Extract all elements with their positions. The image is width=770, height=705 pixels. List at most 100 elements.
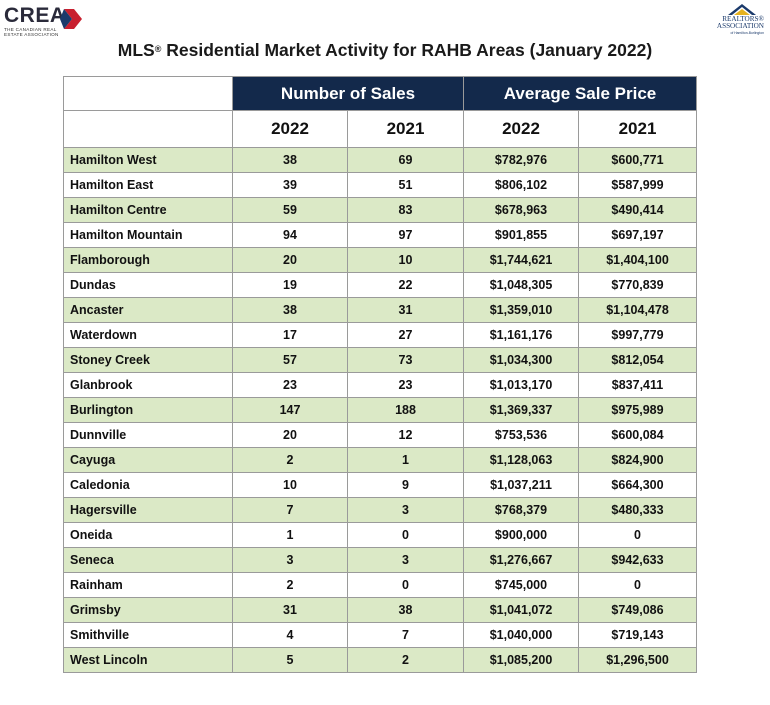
sales-2022-cell: 20 — [232, 247, 348, 273]
table-row: Cayuga 2 1 $1,128,063 $824,900 — [63, 447, 697, 473]
table-row: Hamilton West 38 69 $782,976 $600,771 — [63, 147, 697, 173]
area-cell: Hamilton West — [63, 147, 233, 173]
price-2021-cell: $719,143 — [578, 622, 697, 648]
price-2022-cell: $782,976 — [463, 147, 579, 173]
price-2022-cell: $745,000 — [463, 572, 579, 598]
sales-2022-cell: 57 — [232, 347, 348, 373]
title-mls: MLS — [117, 40, 155, 60]
price-2022-cell: $1,359,010 — [463, 297, 579, 323]
price-2021-cell: $1,296,500 — [578, 647, 697, 673]
realtors-subtitle: of Hamilton-Burlington — [730, 30, 764, 35]
table-row: Grimsby 31 38 $1,041,072 $749,086 — [63, 597, 697, 623]
price-2021-cell: $1,404,100 — [578, 247, 697, 273]
table-body: Hamilton West 38 69 $782,976 $600,771 Hamilto… — [63, 147, 697, 673]
sales-2021-cell: 1 — [347, 447, 464, 473]
header-average-sale-price: Average Sale Price — [463, 76, 697, 111]
sales-2022-cell: 38 — [232, 297, 348, 323]
header-year-price-2022: 2022 — [463, 110, 579, 148]
area-cell: Seneca — [63, 547, 233, 573]
price-2021-cell: $942,633 — [578, 547, 697, 573]
sales-2021-cell: 31 — [347, 297, 464, 323]
price-2021-cell: $812,054 — [578, 347, 697, 373]
table-row: Ancaster 38 31 $1,359,010 $1,104,478 — [63, 297, 697, 323]
area-cell: Oneida — [63, 522, 233, 548]
sales-2021-cell: 3 — [347, 547, 464, 573]
sales-2021-cell: 7 — [347, 622, 464, 648]
market-activity-table: Number of Sales Average Sale Price 2022 … — [63, 76, 697, 673]
header-year-price-2021: 2021 — [578, 110, 697, 148]
price-2021-cell: $600,084 — [578, 422, 697, 448]
area-cell: Glanbrook — [63, 372, 233, 398]
sales-2021-cell: 188 — [347, 397, 464, 423]
price-2022-cell: $1,041,072 — [463, 597, 579, 623]
sales-2022-cell: 4 — [232, 622, 348, 648]
crea-logo: CREA THE CANADIAN REAL ESTATE ASSOCIATIO… — [4, 4, 94, 38]
price-2021-cell: $490,414 — [578, 197, 697, 223]
area-cell: Waterdown — [63, 322, 233, 348]
sales-2021-cell: 51 — [347, 172, 464, 198]
sales-2022-cell: 31 — [232, 597, 348, 623]
price-2022-cell: $1,085,200 — [463, 647, 579, 673]
area-cell: Flamborough — [63, 247, 233, 273]
table-row: Dunnville 20 12 $753,536 $600,084 — [63, 422, 697, 448]
price-2022-cell: $1,048,305 — [463, 272, 579, 298]
realtors-association-logo: REALTORS® ASSOCIATION of Hamilton-Burlin… — [702, 2, 764, 40]
title-text: Residential Market Activity for RAHB Are… — [161, 40, 653, 60]
crea-wordmark: CREA — [4, 4, 66, 27]
price-2021-cell: $837,411 — [578, 372, 697, 398]
area-cell: Caledonia — [63, 472, 233, 498]
sales-2021-cell: 3 — [347, 497, 464, 523]
sales-2022-cell: 94 — [232, 222, 348, 248]
sales-2021-cell: 9 — [347, 472, 464, 498]
table-row: Caledonia 10 9 $1,037,211 $664,300 — [63, 472, 697, 498]
price-2022-cell: $768,379 — [463, 497, 579, 523]
price-2021-cell: $975,989 — [578, 397, 697, 423]
sales-2022-cell: 147 — [232, 397, 348, 423]
crea-tagline: THE CANADIAN REAL ESTATE ASSOCIATION — [4, 27, 59, 37]
price-2022-cell: $1,037,211 — [463, 472, 579, 498]
crea-chevron-icon — [60, 9, 82, 29]
sales-2022-cell: 2 — [232, 447, 348, 473]
sales-2021-cell: 0 — [347, 572, 464, 598]
price-2021-cell: $824,900 — [578, 447, 697, 473]
realtors-name-line1: REALTORS® — [722, 15, 764, 23]
area-cell: Rainham — [63, 572, 233, 598]
price-2022-cell: $1,040,000 — [463, 622, 579, 648]
price-2021-cell: 0 — [578, 572, 697, 598]
sales-2021-cell: 0 — [347, 522, 464, 548]
price-2022-cell: $1,369,337 — [463, 397, 579, 423]
sales-2022-cell: 5 — [232, 647, 348, 673]
sales-2022-cell: 17 — [232, 322, 348, 348]
table-row: Oneida 1 0 $900,000 0 — [63, 522, 697, 548]
price-2022-cell: $753,536 — [463, 422, 579, 448]
price-2022-cell: $1,128,063 — [463, 447, 579, 473]
title-registered-mark: ® — [154, 44, 162, 54]
table-row: Hamilton Mountain 94 97 $901,855 $697,197 — [63, 222, 697, 248]
table-row: Hamilton East 39 51 $806,102 $587,999 — [63, 172, 697, 198]
sales-2021-cell: 69 — [347, 147, 464, 173]
sales-2022-cell: 39 — [232, 172, 348, 198]
price-2021-cell: $770,839 — [578, 272, 697, 298]
price-2021-cell: $480,333 — [578, 497, 697, 523]
area-cell: Hamilton Mountain — [63, 222, 233, 248]
sales-2022-cell: 23 — [232, 372, 348, 398]
price-2022-cell: $1,744,621 — [463, 247, 579, 273]
sales-2021-cell: 10 — [347, 247, 464, 273]
area-cell: Hamilton Centre — [63, 197, 233, 223]
price-2022-cell: $1,161,176 — [463, 322, 579, 348]
table-row: Burlington 147 188 $1,369,337 $975,989 — [63, 397, 697, 423]
area-cell: Ancaster — [63, 297, 233, 323]
price-2022-cell: $1,276,667 — [463, 547, 579, 573]
realtors-name-line2: ASSOCIATION — [716, 22, 764, 31]
sales-2021-cell: 23 — [347, 372, 464, 398]
sales-2022-cell: 1 — [232, 522, 348, 548]
price-2022-cell: $1,034,300 — [463, 347, 579, 373]
table-row: Flamborough 20 10 $1,744,621 $1,404,100 — [63, 247, 697, 273]
price-2022-cell: $806,102 — [463, 172, 579, 198]
header-year-sales-2021: 2021 — [347, 110, 464, 148]
table-row: Hamilton Centre 59 83 $678,963 $490,414 — [63, 197, 697, 223]
price-2021-cell: $587,999 — [578, 172, 697, 198]
price-2022-cell: $1,013,170 — [463, 372, 579, 398]
table-row: Rainham 2 0 $745,000 0 — [63, 572, 697, 598]
area-cell: Grimsby — [63, 597, 233, 623]
